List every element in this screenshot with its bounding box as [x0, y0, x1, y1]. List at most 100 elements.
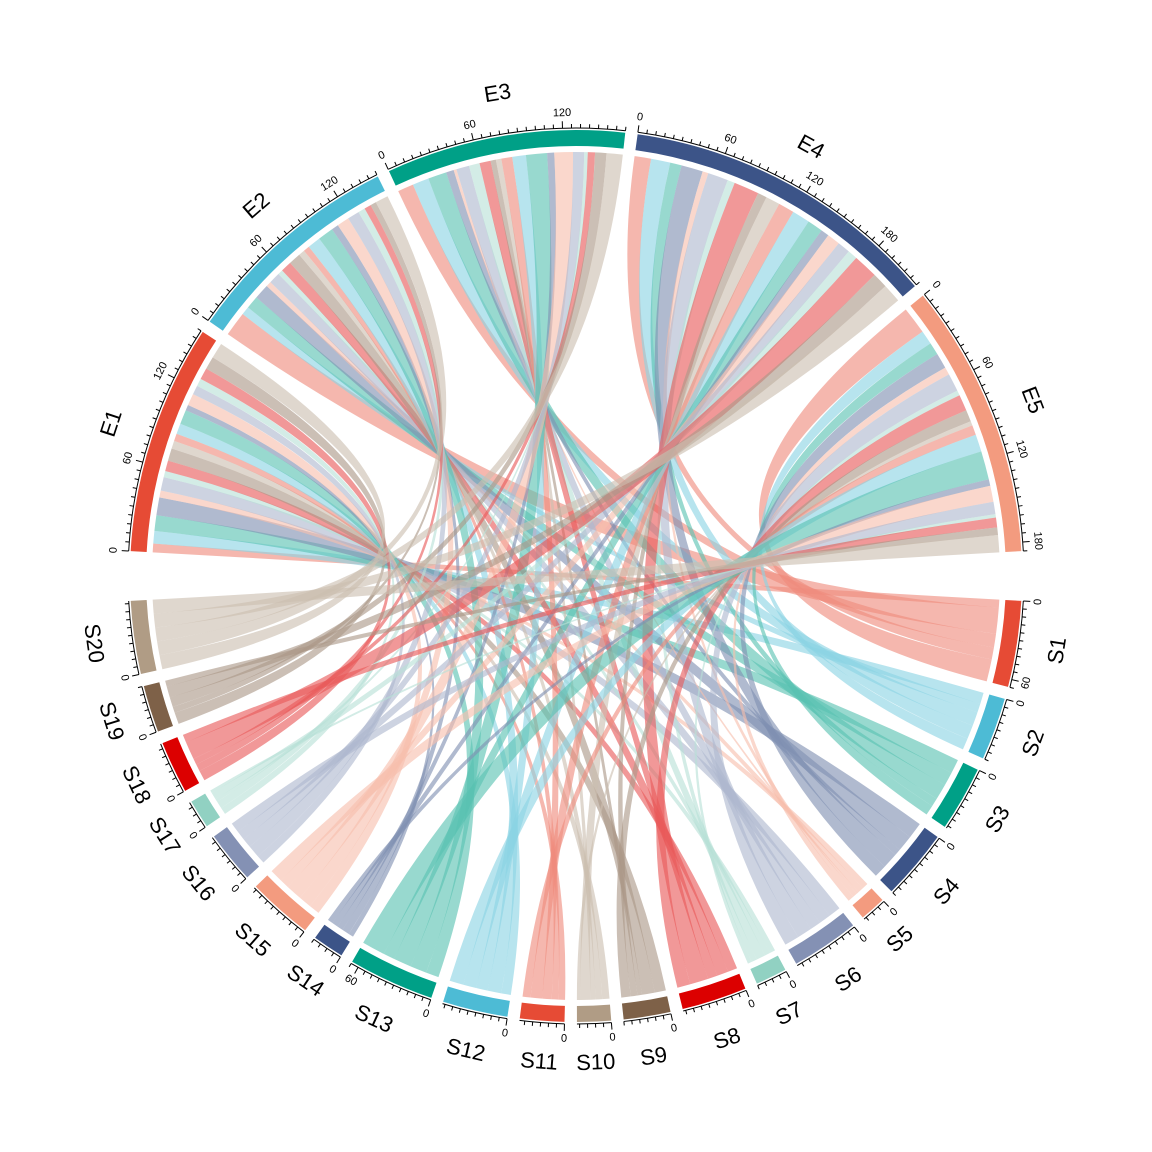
- tick-mark: [1001, 434, 1006, 437]
- sector-arc-s1: [992, 600, 1022, 687]
- tick-mark: [940, 313, 945, 317]
- tick-mark: [985, 392, 990, 395]
- tick-label-s7: 0: [788, 978, 799, 991]
- sector-label-s13: S13: [351, 999, 397, 1038]
- sector-label-s9: S9: [638, 1042, 669, 1071]
- tick-mark: [342, 188, 346, 193]
- tick-mark: [955, 335, 960, 339]
- tick-label-s16: 0: [228, 883, 241, 896]
- sector-label-s3: S3: [980, 801, 1015, 837]
- tick-mark: [995, 417, 1000, 420]
- sector-arc-e3: [388, 130, 626, 186]
- tick-mark: [445, 142, 448, 148]
- tick-mark: [282, 916, 286, 921]
- tick-mark: [199, 826, 206, 832]
- sector-arc-s3: [931, 762, 978, 827]
- tick-mark: [1018, 647, 1023, 650]
- tick-label-e3: 0: [377, 149, 388, 162]
- tick-mark: [443, 1004, 446, 1009]
- tick-mark: [758, 163, 761, 168]
- tick-mark: [903, 880, 908, 885]
- tick-mark: [174, 367, 179, 371]
- tick-label-s18: 0: [164, 793, 177, 804]
- tick-mark: [914, 869, 918, 873]
- sector-arc-s13: [352, 947, 437, 998]
- sector-label-s20: S20: [79, 622, 109, 664]
- tick-mark: [692, 1008, 695, 1013]
- tick-mark: [146, 434, 151, 437]
- tick-mark: [336, 956, 341, 964]
- tick-mark: [938, 837, 946, 843]
- tick-mark: [996, 729, 1001, 732]
- sector-arc-s11: [519, 1002, 565, 1022]
- tick-mark: [177, 791, 184, 796]
- tick-mark: [847, 931, 851, 936]
- axis-s5: [863, 901, 885, 920]
- tick-mark: [707, 143, 710, 149]
- tick-label-s11: 0: [561, 1033, 567, 1045]
- tick-mark: [374, 170, 378, 175]
- tick-mark: [299, 931, 305, 938]
- tick-mark: [253, 889, 257, 893]
- sector-label-s16: S16: [177, 860, 221, 906]
- sector-s18: 0 S18: [117, 737, 200, 808]
- sector-label-s11: S11: [519, 1047, 558, 1075]
- tick-mark: [270, 242, 274, 247]
- axis-s3: [946, 770, 980, 829]
- axis-s4: [892, 837, 940, 894]
- sector-e3: 0 60 120 E3: [377, 78, 627, 186]
- tick-mark: [127, 634, 133, 637]
- sector-label-s6: S6: [830, 961, 866, 997]
- sector-s9: 0S9: [621, 996, 678, 1071]
- tick-mark: [950, 328, 955, 332]
- tick-mark: [990, 744, 995, 747]
- tick-mark: [975, 777, 980, 780]
- tick-mark: [516, 127, 519, 132]
- link-E3-S12: [476, 154, 544, 991]
- tick-mark: [724, 146, 729, 154]
- tick-mark: [670, 1013, 673, 1021]
- tick-mark: [327, 197, 331, 202]
- sector-s20: 0 S20: [79, 600, 157, 682]
- tick-mark: [1009, 460, 1014, 463]
- tick-label-s1: 0: [1032, 598, 1044, 605]
- tick-label-e1: 0: [107, 547, 119, 554]
- tick-mark: [964, 351, 969, 355]
- tick-label-e4: 0: [636, 111, 644, 124]
- tick-mark: [699, 141, 702, 146]
- tick-mark: [750, 159, 753, 164]
- tick-mark: [1004, 443, 1009, 446]
- tick-mark: [498, 130, 501, 135]
- link-E5-S3: [752, 343, 938, 815]
- tick-mark: [999, 721, 1004, 725]
- axis-s17: [189, 802, 206, 828]
- tick-mark: [406, 991, 409, 996]
- tick-mark: [474, 1012, 477, 1017]
- tick-mark: [934, 844, 939, 848]
- tick-mark: [1016, 655, 1021, 658]
- sector-label-e2: E2: [238, 187, 275, 224]
- tick-mark: [192, 813, 197, 817]
- sector-arc-s2: [968, 694, 1005, 759]
- tick-mark: [428, 148, 431, 153]
- tick-mark: [149, 731, 157, 736]
- tick-mark: [850, 219, 855, 223]
- tick-mark: [885, 248, 889, 253]
- tick-mark: [482, 1014, 485, 1019]
- tick-mark: [168, 770, 173, 773]
- tick-mark: [178, 359, 183, 363]
- sector-label-s2: S2: [1016, 726, 1049, 760]
- tick-mark: [142, 701, 147, 704]
- tick-mark: [132, 487, 137, 489]
- tick-mark: [664, 132, 666, 137]
- axis-s19: [141, 686, 157, 733]
- tick-mark: [165, 762, 170, 766]
- tick-label-e1: 120: [151, 360, 170, 382]
- tick-mark: [411, 154, 414, 159]
- link-E3-S8: [479, 160, 718, 979]
- tick-mark: [149, 425, 154, 429]
- tick-mark: [149, 724, 154, 727]
- sector-label-e5: E5: [1016, 383, 1049, 417]
- tick-mark: [192, 335, 197, 339]
